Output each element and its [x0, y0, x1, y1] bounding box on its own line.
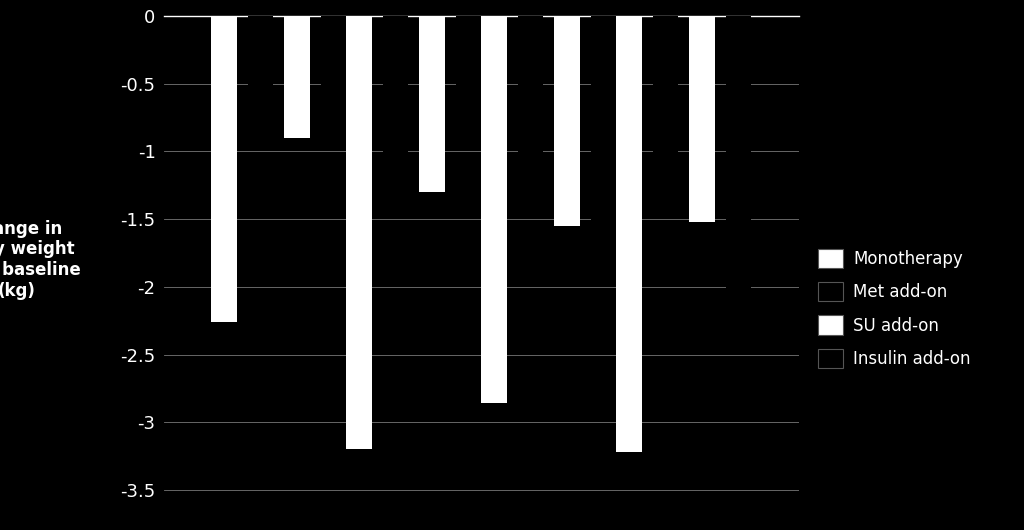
Bar [321, 16, 346, 105]
Bar [554, 16, 580, 226]
Bar [248, 16, 273, 108]
Bar [284, 16, 309, 138]
Bar [616, 16, 642, 452]
Bar [383, 16, 409, 165]
Y-axis label: Change in
Body weight
from baseline
(kg): Change in Body weight from baseline (kg) [0, 219, 81, 300]
Bar [689, 16, 715, 222]
Bar [211, 16, 237, 322]
Bar [456, 16, 481, 152]
Legend: Monotherapy, Met add-on, SU add-on, Insulin add-on: Monotherapy, Met add-on, SU add-on, Insu… [813, 244, 976, 373]
Bar [346, 16, 372, 449]
Bar [481, 16, 507, 403]
Bar [419, 16, 444, 192]
Bar [518, 16, 544, 179]
Bar [591, 16, 616, 233]
Bar [726, 16, 752, 325]
Bar [653, 16, 679, 162]
